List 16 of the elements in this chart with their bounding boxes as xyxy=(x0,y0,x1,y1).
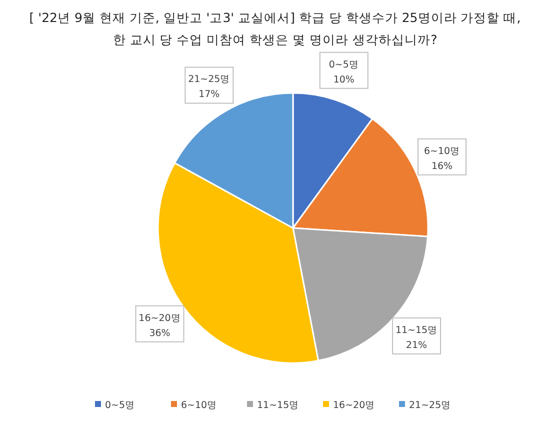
slice-label: 16~20명 xyxy=(138,312,181,324)
data-label: 16% xyxy=(431,160,453,172)
slice-label: 11~15명 xyxy=(395,324,438,336)
data-label: 17% xyxy=(198,89,220,100)
data-label: 36% xyxy=(149,328,170,339)
data-label: 21% xyxy=(406,340,428,351)
legend-label: 21~25명 xyxy=(409,400,452,411)
chart-title: [ '22년 9월 현재 기준, 일반고 '고3' 교실에서] 학급 당 학생수가 25명이라 가정할 때, 한 교시 당 수업 미참여 학생은 몇 명이라 생각하십니까? xyxy=(29,10,521,47)
legend-label: 0~5명 xyxy=(105,400,136,411)
legend-label: 16~20명 xyxy=(333,400,376,411)
slice-label: 21~25명 xyxy=(188,74,230,86)
legend-label: 11~15명 xyxy=(257,400,300,411)
legend-label: 6~10명 xyxy=(181,400,218,411)
slice-label: 6~10명 xyxy=(424,146,460,157)
slice-label: 0~5명 xyxy=(328,59,359,70)
data-label: 10% xyxy=(333,74,354,86)
